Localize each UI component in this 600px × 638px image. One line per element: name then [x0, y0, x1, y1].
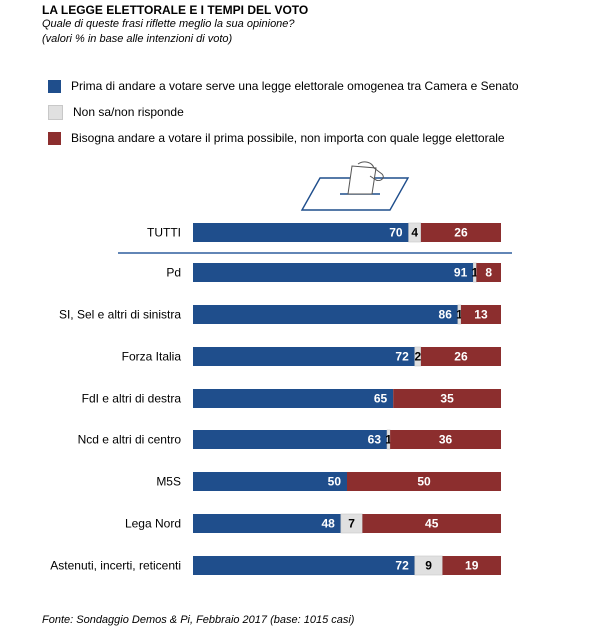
data-label-forza-italia-s0: 72 [395, 350, 409, 364]
category-label-forza-italia: Forza Italia [122, 350, 182, 364]
data-label-si-sel-e-altri-di-sinistra-s0: 86 [439, 308, 453, 322]
data-label-astenuti-incerti-reticenti-s2: 19 [465, 559, 479, 573]
bar-pd-s2 [476, 263, 501, 282]
data-label-lega-nord-s0: 48 [321, 517, 335, 531]
category-label-ncd-e-altri-di-centro: Ncd e altri di centro [78, 433, 182, 447]
legend-swatch-votare-subito [48, 131, 61, 145]
bar-lega-nord-s2 [362, 514, 501, 533]
bar-ncd-e-altri-di-centro-s0 [193, 430, 388, 449]
bar-si-sel-e-altri-di-sinistra-s2 [460, 305, 501, 324]
data-label-tutti-s1: 4 [411, 226, 418, 240]
category-label-si-sel-e-altri-di-sinistra: SI, Sel e altri di sinistra [59, 308, 181, 322]
data-label-fdi-e-altri-di-destra-s0: 65 [374, 392, 388, 406]
bar-forza-italia-s0 [193, 347, 415, 366]
bar-tutti-s0 [193, 223, 409, 242]
chart-subtitle: Quale di queste frasi riflette meglio la… [42, 18, 295, 30]
ballot-box-icon [300, 161, 410, 211]
data-label-pd-s1: 1 [471, 266, 478, 280]
legend-swatch-legge-omogenea [48, 79, 61, 93]
data-label-ncd-e-altri-di-centro-s0: 63 [368, 433, 382, 447]
data-label-m5s-s2: 50 [417, 475, 431, 489]
legend: Prima di andare a votare serve una legge… [48, 73, 519, 151]
category-label-astenuti-incerti-reticenti: Astenuti, incerti, reticenti [50, 559, 181, 573]
category-label-tutti: TUTTI [147, 226, 181, 240]
data-label-fdi-e-altri-di-destra-s2: 35 [440, 392, 454, 406]
bar-m5s-s2 [347, 472, 501, 491]
data-label-astenuti-incerti-reticenti-s0: 72 [395, 559, 409, 573]
data-label-astenuti-incerti-reticenti-s1: 9 [425, 559, 432, 573]
data-label-tutti-s2: 26 [454, 226, 468, 240]
data-label-ncd-e-altri-di-centro-s2: 36 [439, 433, 453, 447]
data-label-lega-nord-s2: 45 [425, 517, 439, 531]
legend-label-non-sa: Non sa/non risponde [73, 105, 184, 119]
data-label-forza-italia-s1: 2 [414, 350, 421, 364]
bar-pd-s0 [193, 263, 474, 282]
bar-lega-nord-s0 [193, 514, 341, 533]
data-label-forza-italia-s2: 26 [454, 350, 468, 364]
bar-astenuti-incerti-reticenti-s2 [442, 556, 501, 575]
data-label-pd-s0: 91 [454, 266, 468, 280]
data-label-lega-nord-s1: 7 [348, 517, 355, 531]
source-note: Fonte: Sondaggio Demos & Pi, Febbraio 20… [42, 614, 355, 626]
chart-note: (valori % in base alle intenzioni di vot… [42, 33, 233, 45]
data-label-m5s-s0: 50 [328, 475, 342, 489]
legend-label-legge-omogenea: Prima di andare a votare serve una legge… [71, 79, 519, 93]
bar-fdi-e-altri-di-destra-s0 [193, 389, 394, 408]
bar-tutti-s2 [420, 223, 501, 242]
data-label-si-sel-e-altri-di-sinistra-s1: 1 [456, 308, 463, 322]
data-label-ncd-e-altri-di-centro-s1: 1 [385, 433, 392, 447]
legend-item-non-sa: Non sa/non risponde [48, 99, 519, 125]
bar-forza-italia-s2 [420, 347, 501, 366]
legend-item-legge-omogenea: Prima di andare a votare serve una legge… [48, 73, 519, 99]
bar-m5s-s0 [193, 472, 347, 491]
bar-fdi-e-altri-di-destra-s2 [393, 389, 501, 408]
bar-si-sel-e-altri-di-sinistra-s0 [193, 305, 458, 324]
legend-item-votare-subito: Bisogna andare a votare il prima possibi… [48, 125, 519, 151]
bar-ncd-e-altri-di-centro-s2 [390, 430, 501, 449]
legend-swatch-non-sa [48, 104, 63, 120]
bar-astenuti-incerti-reticenti-s0 [193, 556, 415, 575]
legend-label-votare-subito: Bisogna andare a votare il prima possibi… [71, 131, 505, 145]
data-label-tutti-s0: 70 [389, 226, 403, 240]
category-label-m5s: M5S [156, 475, 181, 489]
data-label-pd-s2: 8 [485, 266, 492, 280]
data-label-si-sel-e-altri-di-sinistra-s2: 13 [474, 308, 488, 322]
category-label-fdi-e-altri-di-destra: FdI e altri di destra [82, 392, 182, 406]
category-label-pd: Pd [166, 266, 181, 280]
category-label-lega-nord: Lega Nord [125, 517, 181, 531]
chart-title: LA LEGGE ELETTORALE E I TEMPI DEL VOTO [42, 3, 309, 17]
